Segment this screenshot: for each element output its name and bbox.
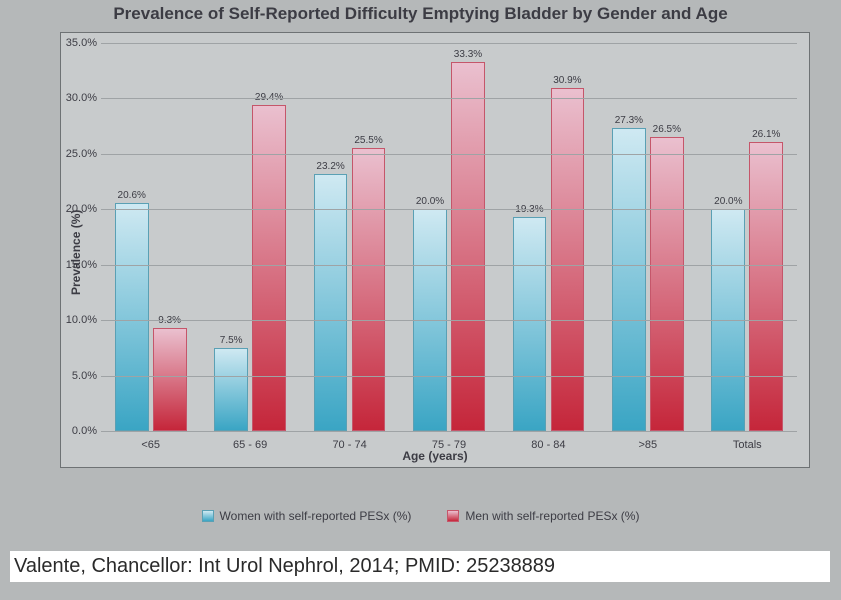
bar-value-label: 33.3% bbox=[454, 49, 482, 62]
plot-area: 20.6%9.3%7.5%29.4%23.2%25.5%20.0%33.3%19… bbox=[101, 43, 797, 431]
plot-outer-border: 20.6%9.3%7.5%29.4%23.2%25.5%20.0%33.3%19… bbox=[60, 32, 810, 468]
y-tick-label: 30.0% bbox=[57, 92, 97, 104]
bar bbox=[612, 128, 646, 431]
legend-swatch bbox=[447, 510, 459, 522]
bar-value-label: 19.3% bbox=[515, 204, 543, 217]
bar bbox=[214, 348, 248, 431]
bar bbox=[153, 328, 187, 431]
bar-value-label: 25.5% bbox=[354, 135, 382, 148]
bar bbox=[115, 203, 149, 431]
bars-layer: 20.6%9.3%7.5%29.4%23.2%25.5%20.0%33.3%19… bbox=[101, 43, 797, 431]
legend-item: Men with self-reported PESx (%) bbox=[447, 508, 639, 523]
bar-value-label: 30.9% bbox=[553, 75, 581, 88]
y-tick-label: 0.0% bbox=[57, 425, 97, 437]
gridline bbox=[101, 431, 797, 432]
citation-text: Valente, Chancellor: Int Urol Nephrol, 2… bbox=[10, 551, 830, 582]
y-tick-label: 10.0% bbox=[57, 314, 97, 326]
x-axis-title: Age (years) bbox=[61, 449, 809, 463]
slide: Prevalence of Self-Reported Difficulty E… bbox=[0, 0, 841, 600]
gridline bbox=[101, 43, 797, 44]
gridline bbox=[101, 209, 797, 210]
chart-title: Prevalence of Self-Reported Difficulty E… bbox=[0, 4, 841, 24]
bar-value-label: 20.6% bbox=[118, 190, 146, 203]
legend-label: Men with self-reported PESx (%) bbox=[465, 509, 639, 523]
legend-item: Women with self-reported PESx (%) bbox=[202, 508, 412, 523]
bar-value-label: 26.1% bbox=[752, 129, 780, 142]
bar-value-label: 23.2% bbox=[316, 161, 344, 174]
bar-value-label: 26.5% bbox=[653, 124, 681, 137]
gridline bbox=[101, 320, 797, 321]
legend-label: Women with self-reported PESx (%) bbox=[220, 509, 412, 523]
bar-value-label: 7.5% bbox=[220, 335, 243, 348]
bar-value-label: 20.0% bbox=[714, 196, 742, 209]
legend-swatch bbox=[202, 510, 214, 522]
gridline bbox=[101, 376, 797, 377]
legend: Women with self-reported PESx (%) Men wit… bbox=[0, 508, 841, 523]
y-axis-title: Prevalence (%) bbox=[69, 210, 83, 295]
gridline bbox=[101, 98, 797, 99]
bar bbox=[749, 142, 783, 431]
y-tick-label: 5.0% bbox=[57, 370, 97, 382]
y-tick-label: 35.0% bbox=[57, 37, 97, 49]
bar bbox=[314, 174, 348, 431]
bar bbox=[513, 217, 547, 431]
gridline bbox=[101, 154, 797, 155]
bar bbox=[650, 137, 684, 431]
gridline bbox=[101, 265, 797, 266]
bar bbox=[352, 148, 386, 431]
y-tick-label: 25.0% bbox=[57, 148, 97, 160]
bar-value-label: 27.3% bbox=[615, 115, 643, 128]
bar-value-label: 9.3% bbox=[158, 315, 181, 328]
bar bbox=[551, 88, 585, 431]
bar-value-label: 20.0% bbox=[416, 196, 444, 209]
